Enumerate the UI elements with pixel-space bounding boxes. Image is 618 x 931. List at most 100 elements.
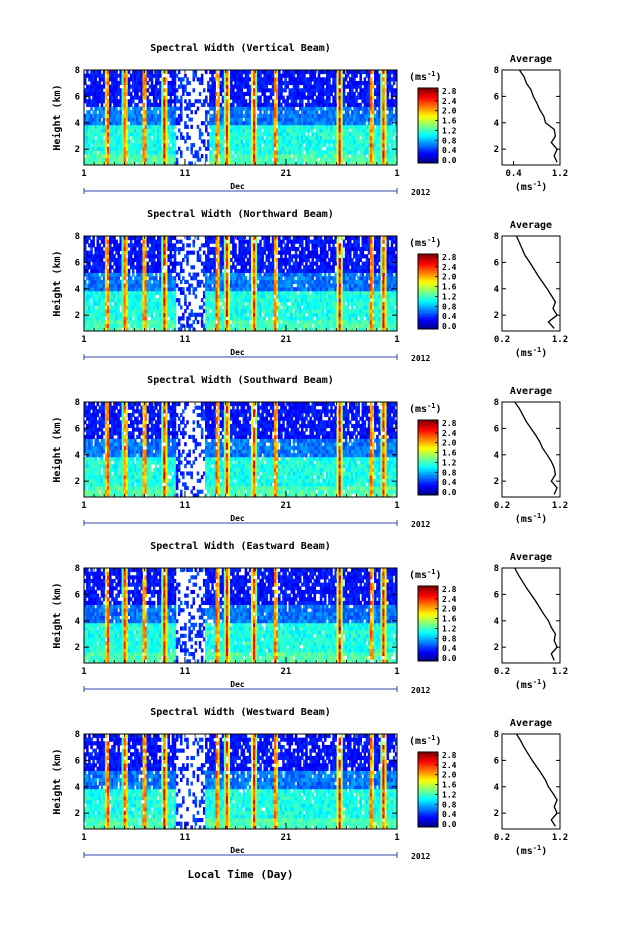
- heatmap-cell: [96, 239, 100, 244]
- heatmap-cell: [182, 135, 185, 140]
- heatmap-cell: [205, 70, 208, 75]
- heatmap-cell: [123, 143, 127, 148]
- heatmap-cell: [171, 128, 175, 133]
- colorbar-step: [418, 95, 438, 98]
- heatmap-cell: [125, 265, 129, 270]
- heatmap-cell: [136, 88, 139, 93]
- heatmap-cell: [342, 70, 346, 75]
- heatmap-cell: [209, 95, 212, 100]
- heatmap-cell: [303, 132, 306, 137]
- heatmap-cell: [86, 110, 89, 115]
- heatmap-cell: [142, 154, 145, 159]
- heatmap-cell: [125, 246, 129, 252]
- average-y-tick-label: 2: [494, 145, 499, 155]
- heatmap-cell: [127, 154, 131, 159]
- heatmap-cell: [184, 88, 187, 93]
- heatmap-cell: [142, 121, 145, 126]
- heatmap-cell: [255, 91, 258, 97]
- heatmap-cell: [104, 132, 108, 137]
- heatmap-cell: [163, 243, 166, 248]
- heatmap-cell: [173, 250, 177, 255]
- heatmap-cell: [113, 88, 116, 93]
- heatmap-cell: [165, 139, 168, 144]
- heatmap-cell: [152, 91, 156, 97]
- heatmap-cell: [111, 80, 114, 86]
- y-axis-label: Height (km): [51, 84, 63, 150]
- heatmap-cell: [119, 80, 123, 86]
- heatmap-cell: [165, 113, 168, 118]
- heatmap-cell: [215, 102, 218, 107]
- heatmap-cell: [104, 95, 108, 100]
- heatmap-cell: [111, 135, 114, 140]
- heatmap-cell: [144, 117, 148, 122]
- heatmap-cell: [102, 150, 106, 155]
- heatmap-cell: [142, 88, 145, 93]
- heatmap-cell: [117, 121, 120, 126]
- heatmap-cell: [163, 135, 166, 140]
- heatmap-cell: [363, 121, 367, 126]
- heatmap-cell: [157, 143, 160, 148]
- heatmap-cell: [173, 124, 177, 129]
- heatmap-cell: [102, 99, 106, 104]
- heatmap-cell: [301, 143, 304, 148]
- heatmap-cell: [144, 91, 148, 97]
- heatmap-cell: [123, 73, 127, 78]
- heatmap-cell: [88, 113, 91, 118]
- heatmap-cell: [136, 80, 139, 86]
- heatmap-cell: [88, 128, 91, 133]
- heatmap-cell: [219, 268, 223, 273]
- heatmap-cell: [359, 84, 362, 89]
- heatmap-cell: [129, 161, 133, 166]
- heatmap-cell: [182, 88, 185, 93]
- heatmap-cell: [280, 91, 283, 97]
- heatmap-cell: [100, 102, 104, 107]
- heatmap-cell: [84, 161, 87, 166]
- heatmap-cell: [123, 110, 127, 115]
- heatmap-cell: [90, 150, 93, 155]
- heatmap-cell: [96, 73, 100, 78]
- heatmap-cell: [167, 124, 171, 129]
- heatmap-cell: [355, 150, 358, 155]
- heatmap-cell: [157, 70, 160, 75]
- heatmap-cell: [96, 128, 100, 133]
- heatmap-cell: [90, 139, 93, 144]
- heatmap-cell: [144, 146, 148, 151]
- heatmap-cell: [136, 124, 139, 129]
- heatmap-cell: [131, 77, 135, 82]
- heatmap-cell: [123, 70, 127, 75]
- heatmap-cell: [117, 132, 120, 137]
- heatmap-cell: [211, 150, 214, 155]
- heatmap-cell: [96, 70, 100, 75]
- heatmap-cell: [100, 135, 104, 140]
- heatmap-cell: [209, 84, 212, 89]
- heatmap-cell: [150, 154, 154, 159]
- heatmap-cell: [209, 77, 212, 82]
- heatmap-cell: [142, 139, 145, 144]
- heatmap-cell: [86, 99, 89, 104]
- heatmap-cell: [161, 110, 164, 115]
- heatmap-cell: [165, 146, 168, 151]
- heatmap-cell: [144, 70, 148, 75]
- heatmap-cell: [90, 73, 93, 78]
- heatmap-cell: [150, 113, 154, 118]
- heatmap-cell: [123, 95, 127, 100]
- heatmap-cell: [171, 70, 175, 75]
- heatmap-cell: [221, 146, 225, 151]
- heatmap-cell: [209, 150, 212, 155]
- heatmap-cell: [179, 106, 183, 111]
- heatmap-cell: [86, 161, 89, 166]
- heatmap-cell: [100, 99, 104, 104]
- heatmap-cell: [140, 157, 143, 162]
- heatmap-cell: [390, 110, 394, 115]
- heatmap-cell: [217, 135, 221, 140]
- heatmap-cell: [253, 106, 256, 111]
- heatmap-cell: [154, 88, 158, 93]
- panel-1: Spectral Width (Northward Beam)1 11 21 1Dec…: [51, 208, 568, 363]
- heatmap-cell: [188, 316, 191, 321]
- heatmap-cell: [131, 88, 135, 93]
- heatmap-cell: [148, 99, 152, 104]
- heatmap-cell: [148, 154, 152, 159]
- heatmap-cell: [169, 95, 173, 100]
- colorbar-step: [418, 155, 438, 159]
- heatmap-cell: [192, 250, 196, 255]
